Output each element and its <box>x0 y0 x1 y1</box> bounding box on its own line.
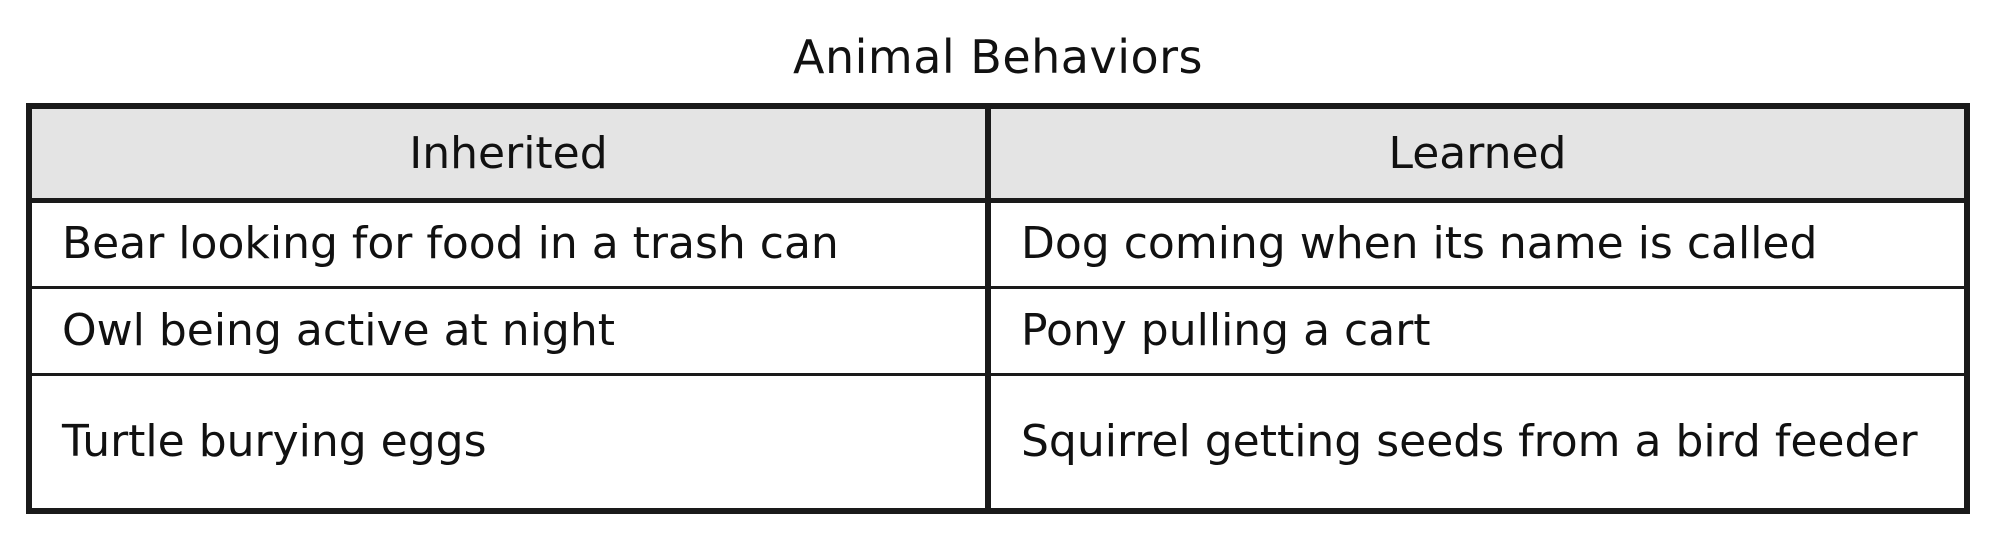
header-learned: Learned <box>988 109 1964 203</box>
table-row: Owl being active at night Pony pulling a… <box>32 287 1964 376</box>
inherited-cell: Turtle burying eggs <box>32 374 991 508</box>
table-title: Animal Behaviors <box>792 30 1204 84</box>
inherited-cell: Bear looking for food in a trash can <box>32 200 991 289</box>
behaviors-table: Inherited Learned Bear looking for food … <box>26 103 1970 514</box>
table-row: Turtle burying eggs Squirrel getting see… <box>32 374 1964 508</box>
table-header-row: Inherited Learned <box>32 109 1964 203</box>
header-inherited: Inherited <box>32 109 991 203</box>
inherited-cell: Owl being active at night <box>32 287 991 376</box>
learned-cell: Pony pulling a cart <box>988 287 1964 376</box>
learned-cell: Squirrel getting seeds from a bird feede… <box>1021 415 1918 467</box>
behaviors-table-grid: Inherited Learned Bear looking for food … <box>32 109 1964 508</box>
table-row: Bear looking for food in a trash can Dog… <box>32 200 1964 289</box>
learned-cell: Dog coming when its name is called <box>988 200 1964 289</box>
